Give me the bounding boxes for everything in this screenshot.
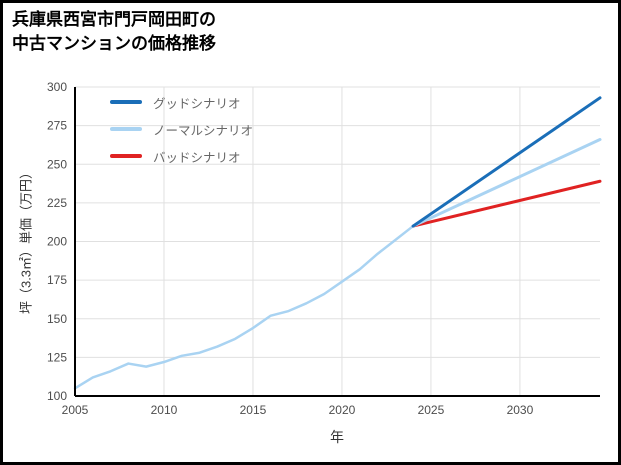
y-tick-label: 100 [47, 389, 67, 403]
x-tick-label: 2030 [507, 403, 534, 417]
series-line-good [411, 96, 602, 228]
x-tick-label: 2015 [240, 403, 267, 417]
y-tick-label: 150 [47, 312, 67, 326]
legend-swatch-bad [110, 154, 142, 158]
series-line-history [73, 224, 415, 390]
legend-swatch-good [110, 100, 142, 104]
y-tick-label: 175 [47, 273, 67, 287]
legend-item-normal: ノーマルシナリオ [110, 120, 253, 138]
x-tick-label: 2010 [151, 403, 178, 417]
y-tick-label: 250 [47, 157, 67, 171]
legend-swatch-normal [110, 127, 142, 131]
x-tick-label: 2020 [329, 403, 356, 417]
legend-label-bad: バッドシナリオ [153, 150, 241, 165]
series-line-normal [411, 138, 602, 228]
chart-title: 兵庫県西宮市門戸岡田町の 中古マンションの価格推移 [12, 10, 216, 53]
series-line-bad [411, 179, 602, 228]
y-tick-label: 300 [47, 80, 67, 94]
y-tick-label: 225 [47, 196, 67, 210]
x-axis-label: 年 [330, 429, 344, 445]
y-axis-label: 坪（3.3㎡）単価（万円） [18, 165, 34, 315]
legend-label-normal: ノーマルシナリオ [153, 123, 254, 138]
legend-label-good: グッドシナリオ [153, 96, 241, 111]
y-tick-label: 125 [47, 350, 67, 364]
price-trend-chart: 2005 2010 2015 2020 2025 2030 100 125 150 175 200 2… [47, 80, 602, 417]
y-tick-label: 200 [47, 235, 67, 249]
x-tick-label: 2025 [418, 403, 445, 417]
chart-legend: グッドシナリオ ノーマルシナリオ バッドシナリオ [110, 93, 253, 165]
legend-item-good: グッドシナリオ [110, 93, 253, 111]
x-tick-label: 2005 [62, 403, 89, 417]
y-tick-label: 275 [47, 119, 67, 133]
legend-item-bad: バッドシナリオ [110, 147, 253, 165]
